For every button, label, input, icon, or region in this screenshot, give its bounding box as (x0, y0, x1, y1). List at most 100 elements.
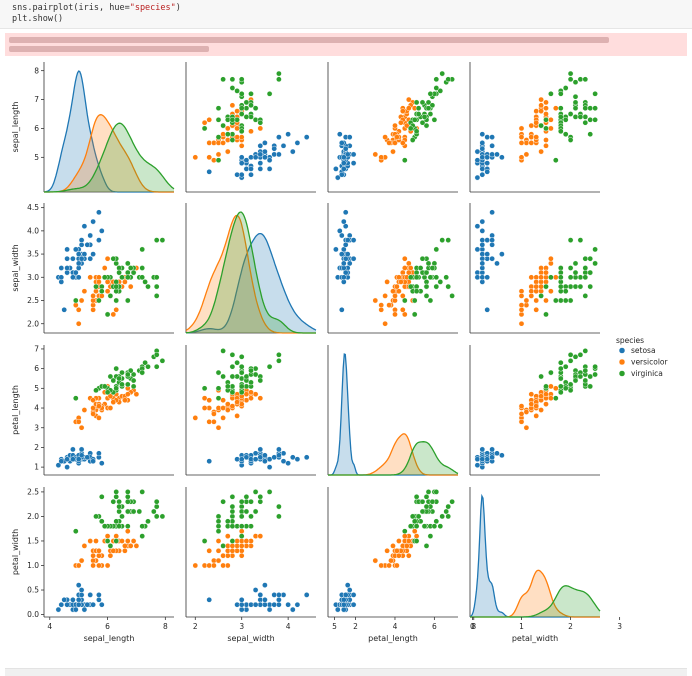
scatter-point-setosa (489, 237, 495, 243)
scatter-point-versicolor (543, 99, 549, 106)
scatter-point-versicolor (548, 260, 554, 267)
scatter-point-virginica (113, 385, 120, 392)
scatter-point-versicolor (396, 288, 402, 295)
scatter-point-virginica (136, 508, 143, 515)
scatter-point-virginica (145, 518, 151, 525)
kde-fill-versicolor (470, 570, 600, 617)
subplot-sepal_width-vs-petal_width (469, 203, 600, 334)
scatter-point-virginica (562, 297, 569, 304)
scatter-point-setosa (87, 255, 94, 262)
scatter-point-setosa (257, 142, 264, 149)
subplot-petal_width-vs-sepal_width (185, 487, 316, 618)
y-tick-label: 0.5 (27, 586, 39, 595)
scatter-point-virginica (443, 274, 450, 281)
y-tick-label: 7 (34, 345, 39, 354)
scatter-point-setosa (75, 251, 82, 257)
scatter-point-versicolor (405, 269, 412, 276)
scatter-point-virginica (543, 283, 549, 290)
scatter-point-setosa (489, 134, 495, 140)
scatter-point-virginica (93, 513, 99, 520)
scatter-point-setosa (243, 157, 250, 164)
scatter-point-versicolor (201, 405, 208, 411)
scatter-point-versicolor (206, 562, 213, 569)
scatter-point-virginica (433, 274, 440, 281)
scatter-point-virginica (276, 503, 282, 510)
scatter-point-virginica (130, 269, 137, 276)
scatter-point-versicolor (548, 116, 554, 123)
scatter-point-virginica (582, 274, 589, 281)
scatter-point-setosa (474, 274, 481, 281)
scatter-point-virginica (413, 274, 420, 281)
scatter-point-virginica (419, 119, 426, 126)
scatter-point-virginica (153, 283, 160, 290)
scatter-point-versicolor (528, 140, 535, 146)
subplot-petal_width-vs-petal_length (327, 487, 458, 618)
scatter-point-virginica (93, 387, 99, 394)
scatter-point-virginica (419, 99, 426, 106)
scatter-point-setosa (494, 450, 500, 457)
scatter-point-versicolor (533, 108, 540, 114)
scatter-point-setosa (350, 601, 357, 608)
scatter-point-virginica (419, 255, 426, 262)
scatter-point-virginica (234, 116, 240, 123)
scatter-point-setosa (479, 237, 486, 243)
scatter-point-setosa (262, 140, 268, 146)
scatter-point-virginica (113, 283, 120, 290)
scatter-point-virginica (252, 116, 259, 123)
scatter-point-versicolor (243, 397, 250, 404)
scatter-point-setosa (266, 606, 273, 613)
scatter-point-versicolor (548, 288, 554, 295)
scatter-point-virginica (229, 351, 236, 358)
scatter-point-setosa (479, 218, 486, 225)
scatter-point-versicolor (224, 562, 231, 569)
scatter-point-virginica (538, 293, 544, 299)
scatter-point-versicolor (215, 424, 222, 431)
scatter-point-versicolor (229, 403, 236, 409)
scatter-point-setosa (294, 456, 301, 463)
scatter-point-virginica (142, 359, 148, 366)
code-cell[interactable]: sns.pairplot(iris, hue="species") plt.sh… (0, 0, 692, 29)
scatter-point-virginica (257, 498, 264, 505)
scatter-point-virginica (577, 76, 584, 83)
scatter-point-setosa (75, 274, 82, 281)
scatter-point-versicolor (224, 125, 231, 132)
scatter-point-virginica (592, 116, 598, 123)
scatter-point-virginica (443, 508, 450, 515)
scatter-point-setosa (70, 456, 76, 463)
scatter-point-setosa (243, 606, 250, 613)
y-tick-label: 4 (34, 404, 39, 413)
scatter-point-versicolor (548, 383, 554, 390)
scatter-point-versicolor (518, 302, 525, 308)
scatter-point-virginica (409, 137, 416, 143)
scatter-point-versicolor (87, 538, 94, 544)
scatter-point-virginica (423, 493, 430, 500)
scatter-point-versicolor (386, 140, 392, 146)
scatter-point-virginica (238, 76, 245, 83)
scatter-point-setosa (70, 274, 76, 281)
scatter-point-virginica (548, 90, 554, 97)
scatter-point-virginica (159, 513, 166, 520)
scatter-point-versicolor (390, 288, 396, 295)
scatter-point-versicolor (538, 102, 544, 109)
scatter-point-virginica (276, 513, 282, 520)
scatter-point-virginica (257, 493, 264, 500)
x-tick-label: 2 (353, 622, 358, 631)
scatter-point-versicolor (533, 413, 540, 419)
scatter-point-setosa (479, 241, 486, 248)
scatter-point-virginica (587, 283, 594, 290)
scatter-point-setosa (334, 174, 341, 181)
scatter-point-virginica (413, 269, 420, 276)
legend-marker-versicolor (618, 358, 626, 366)
scatter-point-virginica (557, 128, 564, 135)
scatter-point-virginica (413, 538, 420, 544)
scatter-point-versicolor (543, 105, 549, 112)
scatter-point-versicolor (403, 543, 410, 549)
scatter-point-setosa (474, 157, 481, 164)
y-axis-label-petal_width: petal_width (11, 529, 20, 575)
scatter-point-setosa (340, 218, 347, 225)
scatter-point-virginica (419, 508, 426, 515)
scatter-point-setosa (257, 601, 264, 608)
scatter-point-virginica (124, 508, 131, 515)
scatter-point-setosa (276, 151, 282, 158)
scatter-point-setosa (280, 458, 287, 465)
